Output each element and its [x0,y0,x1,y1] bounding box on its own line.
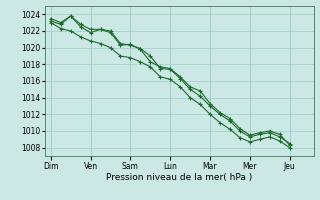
X-axis label: Pression niveau de la mer( hPa ): Pression niveau de la mer( hPa ) [106,173,252,182]
